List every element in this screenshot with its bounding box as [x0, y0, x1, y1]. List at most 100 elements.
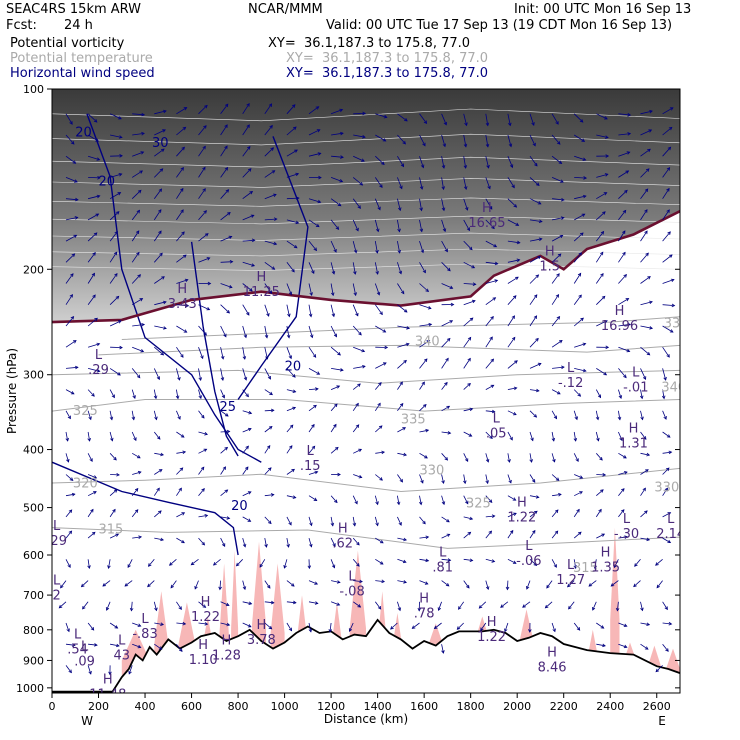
wind-vector-head — [264, 543, 268, 548]
wind-vector-head — [175, 395, 180, 400]
wind-vector-head — [91, 531, 96, 536]
wind-vector-head — [646, 351, 651, 356]
wind-vector-head — [645, 469, 649, 473]
y-tick-label: 500 — [23, 502, 44, 515]
wind-vector — [308, 346, 317, 358]
wind-vector-head — [400, 163, 405, 168]
wind-vector — [176, 512, 185, 518]
wind-vector-head — [332, 543, 336, 547]
pv-extremum-value: .09 — [74, 655, 95, 670]
wind-vector — [176, 304, 189, 307]
wind-vector — [522, 601, 531, 608]
wind-vector-head — [96, 369, 101, 373]
wind-vector — [242, 368, 247, 381]
wind-vector-head — [378, 382, 382, 386]
wind-vector — [87, 509, 94, 518]
wind-vector — [529, 315, 537, 327]
wind-vector-head — [581, 213, 586, 217]
wind-vector-head — [379, 184, 383, 188]
wind-vector — [65, 410, 71, 419]
wind-vector — [441, 219, 446, 232]
wind-vector-head — [437, 607, 442, 611]
wind-vector — [109, 296, 119, 305]
wind-vector — [176, 209, 184, 221]
wind-vector-head — [93, 475, 98, 479]
wind-vector-head — [224, 124, 228, 129]
wind-vector-head — [295, 172, 300, 177]
pv-high-marker: H — [487, 615, 497, 630]
wind-vector-head — [513, 386, 518, 391]
wind-vector-head — [557, 391, 561, 395]
wind-vector-head — [339, 368, 344, 372]
wind-vector — [264, 622, 272, 630]
wind-vector-head — [182, 254, 187, 258]
strat-theta-streak — [52, 156, 680, 168]
wind-vector-head — [494, 261, 499, 266]
wind-vector — [65, 198, 78, 201]
wind-vector-head — [515, 276, 519, 280]
wind-vector-head — [531, 122, 535, 127]
wind-vector — [286, 580, 295, 587]
pv-extremum-value: 16.65 — [468, 216, 505, 231]
wind-vector-head — [58, 604, 63, 609]
wind-vector — [618, 298, 629, 306]
wind-vector — [485, 580, 489, 590]
wind-vector — [87, 343, 100, 348]
wind-vector — [65, 366, 78, 369]
wind-vector — [374, 177, 383, 188]
wind-vector — [485, 530, 492, 539]
wind-vector-head — [93, 118, 98, 123]
wind-vector-head — [181, 231, 185, 235]
wind-vector-head — [333, 499, 338, 504]
wind-vector — [286, 173, 299, 178]
wind-vector — [374, 283, 380, 295]
wind-vector-head — [596, 437, 600, 442]
wind-vector-head — [406, 326, 411, 330]
wind-vector-head — [227, 211, 231, 216]
wind-vector — [595, 251, 604, 263]
wind-vector — [640, 276, 651, 284]
theta-label: 315 — [99, 522, 124, 537]
wind-vector-head — [82, 605, 86, 610]
wind-vector — [198, 410, 205, 419]
wind-vector-head — [132, 395, 136, 399]
wind-vector-head — [491, 559, 496, 563]
wind-vector-head — [595, 416, 600, 421]
wind-vector — [110, 134, 122, 138]
wind-vector — [618, 643, 627, 648]
wind-vector — [662, 346, 670, 358]
wind-vector-head — [580, 317, 584, 322]
wind-vector — [308, 129, 320, 136]
wind-vector-head — [218, 586, 222, 591]
wind-vector — [131, 431, 137, 441]
wind-vector — [198, 466, 205, 475]
wind-vector — [131, 274, 141, 284]
wind-vector-head — [287, 313, 291, 318]
wind-vector-head — [203, 210, 207, 214]
wind-vector-head — [283, 565, 287, 569]
wind-vector — [242, 239, 255, 242]
wind-vector-head — [443, 121, 447, 126]
wind-vector — [128, 665, 133, 675]
wind-vector-head — [642, 376, 647, 380]
wind-vector — [154, 510, 162, 518]
wind-vector-head — [512, 412, 517, 416]
wind-vector — [131, 509, 139, 518]
wind-vector-head — [560, 179, 564, 183]
wind-vector — [236, 559, 243, 567]
wind-vector-head — [118, 116, 122, 120]
wind-vector — [457, 622, 464, 630]
wind-vector — [507, 580, 509, 590]
wind-vector — [441, 516, 450, 523]
wind-vector-head — [190, 561, 195, 566]
wind-vector — [419, 516, 426, 525]
wind-vector-head — [250, 214, 255, 218]
wind-vector-head — [399, 381, 403, 386]
field-xy-wind: XY= 36.1,187.3 to 175.8, 77.0 — [286, 66, 489, 81]
wind-vector-head — [309, 543, 313, 548]
wind-vector — [286, 516, 292, 526]
wind-vector-head — [156, 487, 160, 492]
wind-vector — [640, 188, 649, 199]
wind-vector — [434, 622, 442, 629]
wind-vector — [618, 210, 627, 221]
